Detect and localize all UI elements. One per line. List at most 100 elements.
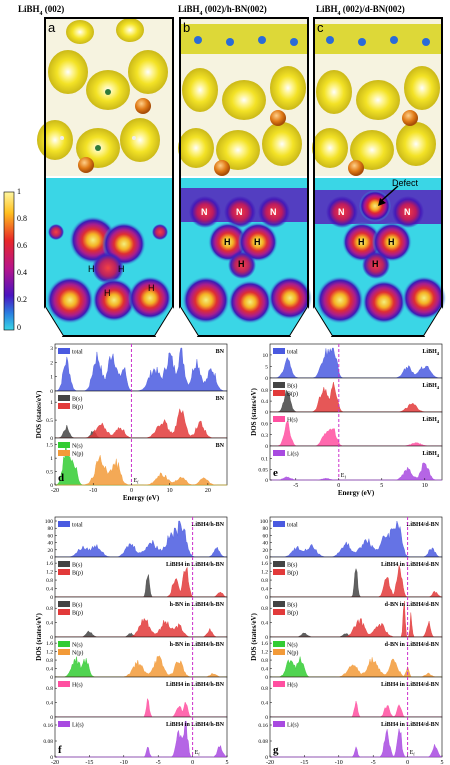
y-tick-label: 0 xyxy=(50,635,53,641)
subplot-label: BN xyxy=(216,396,225,402)
y-tick-label: 60 xyxy=(48,533,54,539)
colorbar-tick: 0.8 xyxy=(17,214,27,223)
x-tick-label: 0 xyxy=(406,760,409,765)
y-tick-label: 0 xyxy=(50,675,53,681)
subplot-label: LiBH4 xyxy=(422,349,439,356)
subplot-label: LiBH4 in LiBH4/d-BN xyxy=(381,562,440,568)
y-tick-label: 0 xyxy=(265,444,268,450)
legend-swatch xyxy=(58,395,70,401)
defect-label: Defect xyxy=(392,178,419,188)
dos-series-area xyxy=(55,455,227,486)
legend-swatch xyxy=(273,609,285,615)
dos-subplot: Li(s) LiBH4 in LiBH4/h-BN 0 0.08 0.16 xyxy=(43,716,228,761)
y-tick-label: 0.8 xyxy=(46,686,53,692)
dos-chart-f: total LiBH4/h-BN020406080100B(s)B(p)LiBH4… xyxy=(35,516,229,765)
y-tick-label: 0.4 xyxy=(261,701,268,707)
y-tick-label: 1 xyxy=(50,456,53,462)
legend-label: total xyxy=(287,350,298,356)
subplot-label: h-BN in LiBH4/h-BN xyxy=(170,602,225,608)
y-tick-label: 0 xyxy=(265,715,268,721)
dos-chart-e: total LiBH4 0 5 10 B(s)B(p) LiBH4 0 0.4 0.8 H(s) Li… xyxy=(250,343,443,497)
dos-subplot: H(s) LiBH4 in LiBH4/d-BN 0 0.4 0.8 xyxy=(261,676,443,721)
y-tick-label: 0 xyxy=(265,755,268,761)
y-tick-label: 0 xyxy=(50,483,53,489)
x-tick-label: -10 xyxy=(120,760,128,765)
subplot-label: LiBH4 in LiBH4/h-BN xyxy=(166,682,225,688)
fermi-label: Ef xyxy=(195,750,201,757)
fermi-label: Ef xyxy=(410,750,416,757)
y-tick-label: 0.8 xyxy=(261,578,268,584)
x-tick-label: 0 xyxy=(130,488,133,494)
dos-subplot: B(s)B(p) LiBH4 in LiBH4/h-BN 0 0.4 0.8 1.2 1.6 xyxy=(46,556,228,601)
dos-subplot: B(s)B(p) d-BN in LiBH4/d-BN 0 0.4 0.8 xyxy=(261,596,443,641)
colorbar xyxy=(3,191,15,331)
y-tick-label: 0.8 xyxy=(261,658,268,664)
legend-label: B(s) xyxy=(287,383,297,390)
legend-label: H(s) xyxy=(287,417,298,424)
y-tick-label: 10 xyxy=(263,353,269,359)
y-tick-label: 0.4 xyxy=(261,587,268,593)
legend-swatch xyxy=(58,649,70,655)
y-tick-label: 1.2 xyxy=(261,650,268,656)
y-tick-label: 0.8 xyxy=(46,578,53,584)
subplot-label: LiBH4 in LiBH4/d-BN xyxy=(381,682,440,688)
legend-label: total xyxy=(72,523,83,529)
x-tick-label: 5 xyxy=(441,760,444,765)
y-tick-label: 1.2 xyxy=(46,650,53,656)
y-tick-label: 0.3 xyxy=(261,433,268,439)
x-tick-label: -20 xyxy=(51,760,59,765)
atom-label-n: N xyxy=(270,207,277,217)
atom-label-n: N xyxy=(338,207,345,217)
subplot-label: BN xyxy=(216,443,225,449)
legend-swatch xyxy=(273,348,285,354)
y-tick-label: 0.8 xyxy=(46,658,53,664)
y-tick-label: 1 xyxy=(50,400,53,406)
y-tick-label: 0 xyxy=(265,675,268,681)
x-tick-label: -5 xyxy=(293,483,298,489)
legend-swatch xyxy=(58,569,70,575)
dos-subplot: Li(s) LiBH4 0 0.05 0.1 xyxy=(258,445,443,484)
legend-swatch xyxy=(58,609,70,615)
y-tick-label: 0 xyxy=(265,410,268,416)
y-tick-label: 0 xyxy=(265,635,268,641)
y-tick-label: 0.16 xyxy=(258,723,268,729)
y-tick-label: 0 xyxy=(265,376,268,382)
legend-label: B(s) xyxy=(72,396,82,403)
x-tick-label: 5 xyxy=(226,760,229,765)
atom-label-h: H xyxy=(238,259,245,269)
y-tick-label: 0.08 xyxy=(258,739,268,745)
y-tick-label: 0.4 xyxy=(261,667,268,673)
y-tick-label: 80 xyxy=(263,526,269,532)
y-tick-label: 0 xyxy=(265,478,268,484)
legend-swatch xyxy=(273,390,285,396)
legend-label: N(p) xyxy=(72,650,83,657)
panel-letter: g xyxy=(273,744,279,756)
x-tick-label: 20 xyxy=(205,488,211,494)
legend-swatch xyxy=(273,681,285,687)
legend-swatch xyxy=(273,569,285,575)
y-tick-label: 0.8 xyxy=(261,686,268,692)
colorbar-tick: 0.2 xyxy=(17,295,27,304)
legend-label: B(p) xyxy=(72,404,83,411)
colorbar-tick: 0.6 xyxy=(17,241,27,250)
y-tick-label: 0.1 xyxy=(261,457,268,463)
dos-subplot: total BN 0 1 2 3 xyxy=(50,343,228,395)
density-panels xyxy=(3,17,446,337)
legend-swatch xyxy=(58,403,70,409)
y-tick-label: 2 xyxy=(50,360,53,366)
y-tick-label: 1.2 xyxy=(261,570,268,576)
x-axis-label: Energy (eV) xyxy=(123,494,160,502)
x-tick-label: 5 xyxy=(380,483,383,489)
x-tick-label: 10 xyxy=(167,488,173,494)
colorbar-tick: 0 xyxy=(17,323,21,332)
fermi-label: Ef xyxy=(133,478,139,485)
atom-label-n: N xyxy=(236,207,243,217)
y-tick-label: 0.8 xyxy=(261,388,268,394)
dos-subplot: N(s)N(p) d-BN in LiBH4/d-BN 0 0.4 0.8 1.2 1.6 xyxy=(261,636,443,681)
y-tick-label: 40 xyxy=(48,541,54,547)
y-axis-label: DOS (states/eV) xyxy=(250,613,258,661)
legend-label: B(p) xyxy=(72,610,83,617)
y-tick-label: 0.8 xyxy=(261,606,268,612)
y-tick-label: 0.8 xyxy=(46,606,53,612)
legend-swatch xyxy=(273,721,285,727)
